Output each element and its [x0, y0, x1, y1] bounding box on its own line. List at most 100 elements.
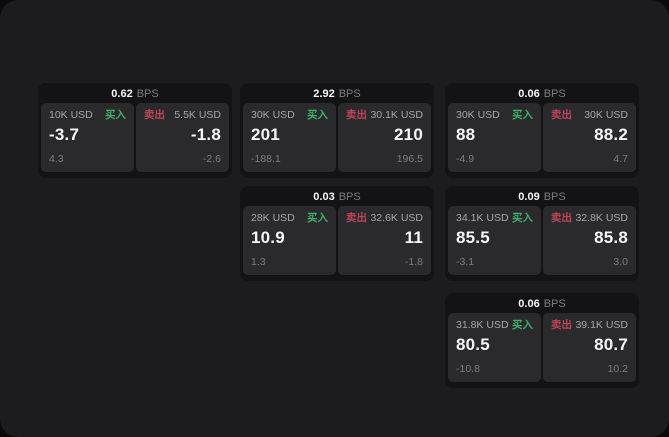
buy-tile-top: 30K USD 买入: [251, 109, 328, 122]
buy-size-label: 30K USD: [456, 109, 500, 121]
buy-tile-top: 34.1K USD 买入: [456, 212, 533, 225]
buy-change: -188.1: [251, 153, 281, 166]
buy-tile-top: 10K USD 买入: [49, 109, 126, 122]
sell-tile-top: 卖出 32.6K USD: [346, 212, 423, 225]
buy-price: 88: [456, 124, 476, 144]
spread-header: 2.92 BPS: [240, 83, 434, 103]
sell-tile-top: 卖出 30K USD: [551, 109, 628, 122]
sell-side-label: 卖出: [551, 109, 572, 121]
buy-size-label: 10K USD: [49, 109, 93, 121]
spread-unit: BPS: [338, 87, 361, 100]
buy-tile[interactable]: 30K USD 买入 88 -4.9: [448, 103, 541, 172]
buy-tile-top: 30K USD 买入: [456, 109, 533, 122]
buy-side-label: 买入: [512, 109, 533, 121]
sell-price: 80.7: [594, 334, 628, 354]
sell-size-label: 39.1K USD: [575, 319, 628, 331]
sell-tile[interactable]: 卖出 39.1K USD 80.7 10.2: [543, 313, 636, 382]
buy-change: -10.8: [456, 363, 480, 376]
buy-size-label: 34.1K USD: [456, 212, 509, 224]
sell-change: 10.2: [607, 363, 628, 376]
sell-tile[interactable]: 卖出 30K USD 88.2 4.7: [543, 103, 636, 172]
sell-price: 88.2: [594, 124, 628, 144]
quote-panels: 30K USD 买入 88 -4.9 卖出 30K USD 88.2 4.7: [445, 103, 639, 178]
sell-change: -2.6: [202, 153, 221, 166]
buy-side-label: 买入: [512, 212, 533, 224]
quote-card: 0.06 BPS 31.8K USD 买入 80.5 -10.8 卖出 39.1…: [445, 293, 639, 388]
quote-card: 0.03 BPS 28K USD 买入 10.9 1.3 卖出 32.6K US…: [240, 186, 434, 281]
quote-panels: 10K USD 买入 -3.7 4.3 卖出 5.5K USD -1.8 -2.…: [38, 103, 232, 178]
sell-side-label: 卖出: [346, 109, 367, 121]
spread-header: 0.06 BPS: [445, 293, 639, 313]
buy-tile-top: 31.8K USD 买入: [456, 319, 533, 332]
spread-value: 0.09: [518, 190, 540, 203]
spread-value: 0.62: [111, 87, 133, 100]
spread-unit: BPS: [543, 190, 566, 203]
sell-size-label: 32.6K USD: [370, 212, 423, 224]
spread-header: 0.09 BPS: [445, 186, 639, 206]
buy-size-label: 28K USD: [251, 212, 295, 224]
quote-card: 0.06 BPS 30K USD 买入 88 -4.9 卖出 30K USD 8…: [445, 83, 639, 178]
sell-tile[interactable]: 卖出 32.8K USD 85.8 3.0: [543, 206, 636, 275]
sell-change: 196.5: [396, 153, 423, 166]
buy-side-label: 买入: [105, 109, 126, 121]
buy-price: 85.5: [456, 227, 490, 247]
spread-value: 0.06: [518, 87, 540, 100]
buy-tile[interactable]: 28K USD 买入 10.9 1.3: [243, 206, 336, 275]
quote-card: 0.09 BPS 34.1K USD 买入 85.5 -3.1 卖出 32.8K…: [445, 186, 639, 281]
spread-header: 0.03 BPS: [240, 186, 434, 206]
buy-tile[interactable]: 34.1K USD 买入 85.5 -3.1: [448, 206, 541, 275]
sell-size-label: 30.1K USD: [370, 109, 423, 121]
sell-tile[interactable]: 卖出 5.5K USD -1.8 -2.6: [136, 103, 229, 172]
buy-tile[interactable]: 10K USD 买入 -3.7 4.3: [41, 103, 134, 172]
sell-tile-top: 卖出 32.8K USD: [551, 212, 628, 225]
quote-panels: 28K USD 买入 10.9 1.3 卖出 32.6K USD 11 -1.8: [240, 206, 434, 281]
spread-value: 0.03: [313, 190, 335, 203]
buy-price: 201: [251, 124, 280, 144]
sell-price: 11: [404, 227, 423, 247]
spread-unit: BPS: [338, 190, 361, 203]
sell-change: 4.7: [613, 153, 628, 166]
sell-side-label: 卖出: [346, 212, 367, 224]
sell-tile-top: 卖出 5.5K USD: [144, 109, 221, 122]
buy-change: -3.1: [456, 256, 475, 269]
buy-size-label: 31.8K USD: [456, 319, 509, 331]
sell-side-label: 卖出: [144, 109, 165, 121]
buy-tile-top: 28K USD 买入: [251, 212, 328, 225]
buy-price: 10.9: [251, 227, 285, 247]
sell-price: 210: [394, 124, 423, 144]
sell-tile[interactable]: 卖出 30.1K USD 210 196.5: [338, 103, 431, 172]
sell-change: -1.8: [404, 256, 423, 269]
spread-unit: BPS: [543, 297, 566, 310]
buy-change: -4.9: [456, 153, 475, 166]
buy-tile[interactable]: 30K USD 买入 201 -188.1: [243, 103, 336, 172]
sell-tile-top: 卖出 39.1K USD: [551, 319, 628, 332]
sell-price: -1.8: [190, 124, 221, 144]
sell-tile[interactable]: 卖出 32.6K USD 11 -1.8: [338, 206, 431, 275]
sell-size-label: 30K USD: [584, 109, 628, 121]
spread-value: 2.92: [313, 87, 335, 100]
quote-card: 2.92 BPS 30K USD 买入 201 -188.1 卖出 30.1K …: [240, 83, 434, 178]
quote-card: 0.62 BPS 10K USD 买入 -3.7 4.3 卖出 5.5K USD…: [38, 83, 232, 178]
quote-panels: 31.8K USD 买入 80.5 -10.8 卖出 39.1K USD 80.…: [445, 313, 639, 388]
spread-unit: BPS: [136, 87, 159, 100]
buy-side-label: 买入: [307, 109, 328, 121]
quote-panels: 34.1K USD 买入 85.5 -3.1 卖出 32.8K USD 85.8…: [445, 206, 639, 281]
sell-price: 85.8: [594, 227, 628, 247]
sell-change: 3.0: [613, 256, 628, 269]
spread-value: 0.06: [518, 297, 540, 310]
sell-side-label: 卖出: [551, 212, 572, 224]
buy-price: -3.7: [49, 124, 80, 144]
buy-change: 1.3: [251, 256, 266, 269]
buy-change: 4.3: [49, 153, 64, 166]
quote-panels: 30K USD 买入 201 -188.1 卖出 30.1K USD 210 1…: [240, 103, 434, 178]
spread-header: 0.06 BPS: [445, 83, 639, 103]
buy-price: 80.5: [456, 334, 490, 354]
buy-size-label: 30K USD: [251, 109, 295, 121]
sell-tile-top: 卖出 30.1K USD: [346, 109, 423, 122]
buy-tile[interactable]: 31.8K USD 买入 80.5 -10.8: [448, 313, 541, 382]
buy-side-label: 买入: [512, 319, 533, 331]
buy-side-label: 买入: [307, 212, 328, 224]
sell-size-label: 32.8K USD: [575, 212, 628, 224]
spread-unit: BPS: [543, 87, 566, 100]
